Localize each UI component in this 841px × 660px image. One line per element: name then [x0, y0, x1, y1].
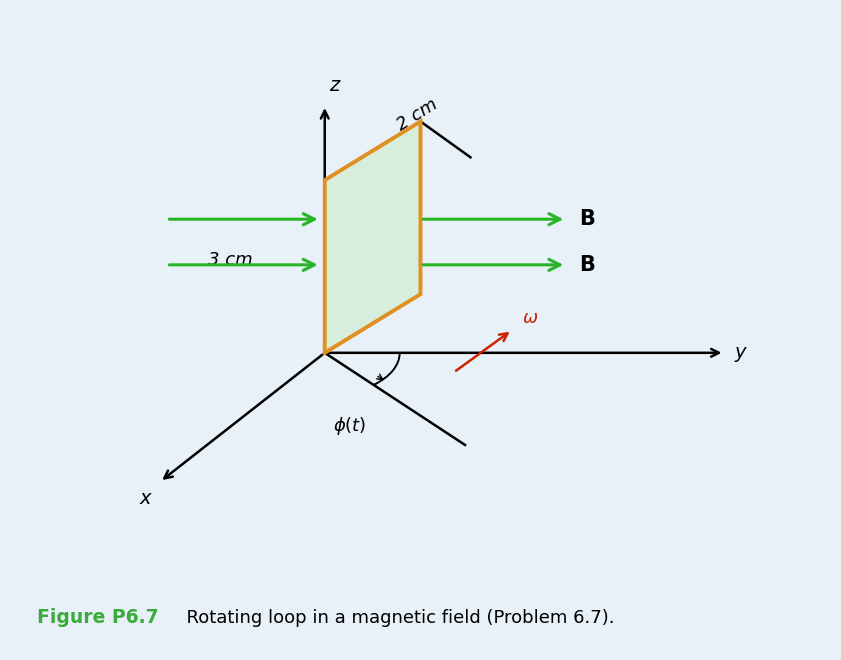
Text: $\phi(t)$: $\phi(t)$: [333, 414, 367, 437]
Text: B: B: [579, 255, 595, 275]
Polygon shape: [325, 121, 420, 353]
Text: Figure P6.7: Figure P6.7: [38, 607, 159, 626]
Text: Rotating loop in a magnetic field (Problem 6.7).: Rotating loop in a magnetic field (Probl…: [175, 609, 615, 626]
Text: z: z: [329, 77, 339, 96]
Text: y: y: [734, 343, 746, 362]
Text: B: B: [579, 209, 595, 229]
Text: 3 cm: 3 cm: [209, 251, 253, 269]
Text: 2 cm: 2 cm: [394, 96, 441, 135]
Text: x: x: [140, 489, 151, 508]
Text: $\omega$: $\omega$: [522, 309, 538, 327]
